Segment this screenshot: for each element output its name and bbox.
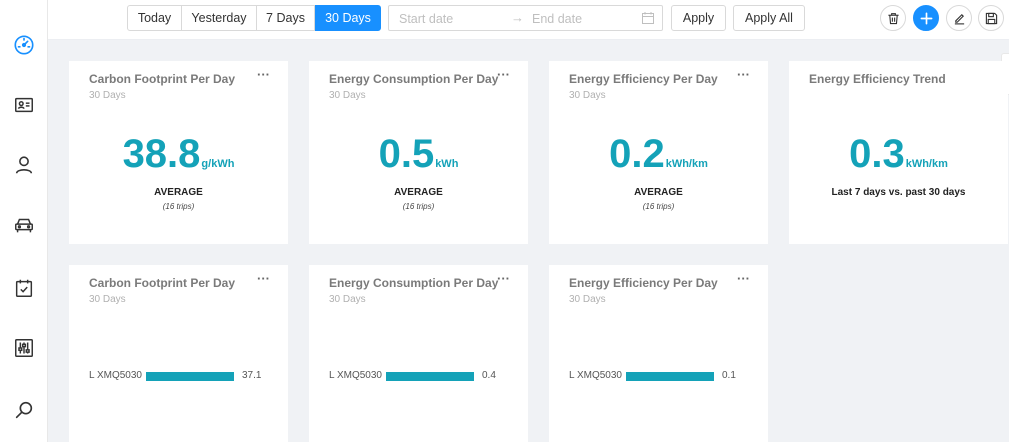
- sidebar-item-vehicles[interactable]: [0, 205, 47, 245]
- card-menu-button[interactable]: ···: [737, 271, 750, 286]
- save-icon: [985, 12, 997, 24]
- bar-row: L XMQ5030 0.1: [569, 370, 759, 382]
- card-title: Energy Efficiency Trend: [809, 72, 946, 86]
- bar-category-label: L XMQ5030: [569, 370, 622, 381]
- delete-button[interactable]: [880, 5, 906, 31]
- save-button[interactable]: [978, 5, 1004, 31]
- kpi-label: AVERAGE: [154, 187, 203, 198]
- kpi-value-group: 0.2 kWh/km: [549, 131, 768, 177]
- start-date-input[interactable]: Start date: [399, 12, 454, 26]
- bar-value-label: 37.1: [242, 370, 262, 381]
- range-arrow-icon: →: [511, 10, 524, 25]
- card-title: Carbon Footprint Per Day: [89, 276, 236, 290]
- kpi-label: Last 7 days vs. past 30 days: [831, 187, 966, 198]
- card-menu-button[interactable]: ···: [257, 67, 270, 82]
- kpi-unit: kWh/km: [665, 158, 708, 170]
- card-subtitle: 30 Days: [569, 90, 606, 101]
- end-date-input[interactable]: End date: [532, 12, 583, 26]
- sidebar-item-tasks[interactable]: [0, 268, 47, 308]
- edit-icon: [954, 13, 964, 24]
- card-subtitle: 30 Days: [89, 294, 126, 305]
- kpi-card-efficiency-trend: Energy Efficiency Trend 0.3 kWh/km Last …: [789, 61, 1008, 244]
- bar-card-energy-efficiency: Energy Efficiency Per Day 30 Days ··· L …: [549, 265, 768, 442]
- range-yesterday-button[interactable]: Yesterday: [181, 5, 257, 31]
- kpi-value-group: 0.5 kWh: [309, 131, 528, 177]
- sidebar-item-dashboard[interactable]: [0, 25, 47, 65]
- range-30days-button[interactable]: 30 Days: [315, 5, 381, 31]
- card-menu-button[interactable]: ···: [497, 67, 510, 82]
- bar-card-energy-consumption: Energy Consumption Per Day 30 Days ··· L…: [309, 265, 528, 442]
- calendar-check-icon: [15, 279, 32, 297]
- sidebar-item-search[interactable]: [0, 390, 47, 430]
- card-menu-button[interactable]: ···: [257, 271, 270, 286]
- card-subtitle: 30 Days: [569, 294, 606, 305]
- kpi-unit: g/kWh: [201, 158, 235, 170]
- sidebar-item-id-card[interactable]: [0, 85, 47, 125]
- sidebar-item-settings[interactable]: [0, 328, 47, 368]
- add-icon: [920, 12, 932, 24]
- sidebar: [0, 0, 48, 442]
- kpi-label: AVERAGE: [394, 187, 443, 198]
- kpi-value-group: 38.8 g/kWh: [69, 131, 288, 177]
- bar[interactable]: [146, 372, 234, 381]
- card-title: Energy Efficiency Per Day: [569, 72, 718, 86]
- kpi-label: AVERAGE: [634, 187, 683, 198]
- delete-icon: [887, 12, 899, 24]
- add-button[interactable]: [913, 5, 939, 31]
- kpi-trip-count: (16 trips): [402, 202, 435, 211]
- kpi-unit: kWh: [435, 158, 459, 170]
- sliders-icon: [14, 339, 33, 357]
- kpi-trip-count: (16 trips): [162, 202, 195, 211]
- user-icon: [15, 156, 32, 174]
- apply-button[interactable]: Apply: [671, 5, 726, 31]
- sidebar-item-users[interactable]: [0, 145, 47, 185]
- kpi-unit: kWh/km: [905, 158, 948, 170]
- card-subtitle: 30 Days: [329, 294, 366, 305]
- date-toolbar: Today Yesterday 7 Days 30 Days Start dat…: [48, 0, 1009, 40]
- bar[interactable]: [386, 372, 474, 381]
- bar-row: L XMQ5030 37.1: [89, 370, 279, 382]
- kpi-value: 0.5: [378, 132, 435, 176]
- kpi-trip-count: (16 trips): [642, 202, 675, 211]
- range-7days-button[interactable]: 7 Days: [256, 5, 315, 31]
- car-icon: [14, 218, 33, 233]
- kpi-value: 38.8: [122, 132, 201, 176]
- dashboard-gauge-icon: [13, 35, 34, 55]
- id-card-icon: [14, 97, 33, 113]
- card-menu-button[interactable]: ···: [497, 271, 510, 286]
- bar-value-label: 0.1: [722, 370, 736, 381]
- bar-value-label: 0.4: [482, 370, 496, 381]
- card-title: Energy Efficiency Per Day: [569, 276, 718, 290]
- kpi-card-energy-efficiency: Energy Efficiency Per Day 30 Days ··· 0.…: [549, 61, 768, 244]
- card-title: Carbon Footprint Per Day: [89, 72, 236, 86]
- bar-category-label: L XMQ5030: [89, 370, 142, 381]
- kpi-value-group: 0.3 kWh/km: [789, 131, 1008, 177]
- kpi-value: 0.3: [849, 132, 905, 176]
- card-menu-button[interactable]: ···: [737, 67, 750, 82]
- bar[interactable]: [626, 372, 714, 381]
- apply-all-button[interactable]: Apply All: [733, 5, 805, 31]
- kpi-card-energy-consumption: Energy Consumption Per Day 30 Days ··· 0…: [309, 61, 528, 244]
- card-title: Energy Consumption Per Day: [329, 72, 499, 86]
- card-subtitle: 30 Days: [89, 90, 126, 101]
- search-icon: [15, 401, 32, 419]
- bar-category-label: L XMQ5030: [329, 370, 382, 381]
- bar-row: L XMQ5030 0.4: [329, 370, 519, 382]
- card-subtitle: 30 Days: [329, 90, 366, 101]
- date-range-picker[interactable]: Start date → End date: [388, 5, 663, 31]
- bar-card-carbon-footprint: Carbon Footprint Per Day 30 Days ··· L X…: [69, 265, 288, 442]
- kpi-value: 0.2: [609, 132, 665, 176]
- card-title: Energy Consumption Per Day: [329, 276, 499, 290]
- edit-button[interactable]: [946, 5, 972, 31]
- range-today-button[interactable]: Today: [127, 5, 182, 31]
- kpi-card-carbon-footprint: Carbon Footprint Per Day 30 Days ··· 38.…: [69, 61, 288, 244]
- calendar-icon[interactable]: [642, 12, 654, 24]
